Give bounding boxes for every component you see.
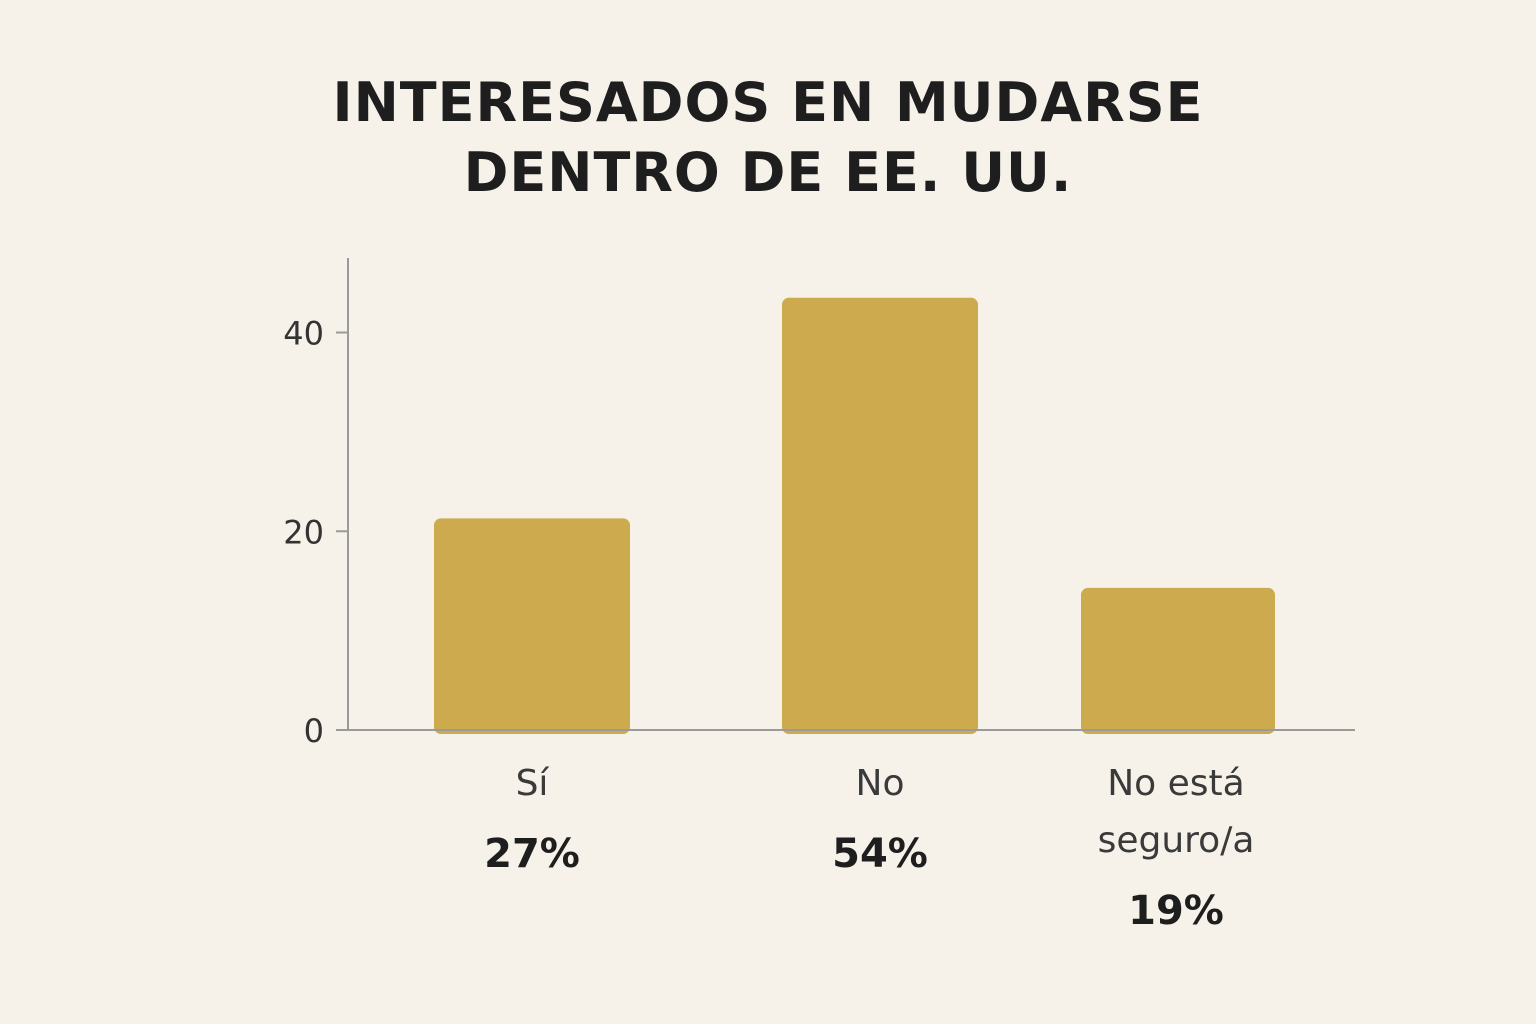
chart-title: INTERESADOS EN MUDARSE DENTRO DE EE. UU. (0, 68, 1536, 208)
bar (1081, 587, 1275, 734)
category-label: No (856, 763, 905, 804)
bar (434, 518, 630, 734)
category-label: No está (1107, 763, 1244, 804)
chart-title-line-1: INTERESADOS EN MUDARSE (332, 71, 1204, 134)
category-label: Sí (516, 763, 550, 804)
percent-label: 27% (484, 831, 580, 877)
y-tick-label: 0 (304, 712, 324, 750)
y-tick-label: 40 (283, 315, 324, 353)
y-tick-label: 20 (283, 513, 324, 551)
category-label: seguro/a (1098, 820, 1255, 861)
percent-label: 19% (1128, 888, 1224, 934)
bar (782, 297, 978, 734)
percent-label: 54% (832, 831, 928, 877)
chart-title-line-2: DENTRO DE EE. UU. (463, 141, 1073, 204)
